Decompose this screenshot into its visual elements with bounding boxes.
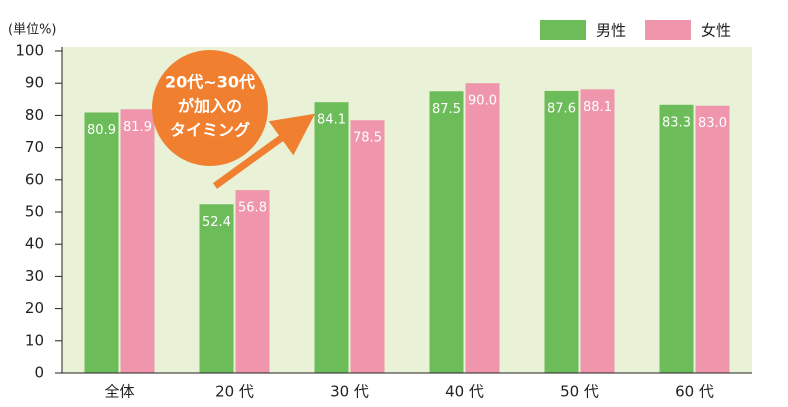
- legend-swatch: [645, 20, 691, 40]
- y-tick-label: 60: [25, 170, 44, 188]
- y-tick-label: 70: [25, 138, 44, 156]
- value-label: 81.9: [123, 120, 152, 135]
- legend-label: 男性: [596, 22, 626, 40]
- value-label: 90.0: [468, 94, 497, 109]
- x-tick-label: 20 代: [215, 383, 254, 401]
- value-label: 88.1: [583, 100, 612, 115]
- bar: [429, 91, 464, 373]
- y-tick-label: 10: [25, 331, 44, 349]
- bar: [580, 89, 615, 374]
- value-label: 52.4: [202, 215, 231, 230]
- value-label: 83.0: [698, 116, 727, 131]
- annotation-text: 20代~30代: [165, 73, 255, 92]
- bar: [350, 120, 385, 373]
- x-tick-label: 50 代: [560, 383, 599, 401]
- annotation-arrow: [212, 113, 316, 189]
- value-label: 87.5: [432, 102, 461, 117]
- bar: [695, 105, 730, 374]
- y-tick-label: 30: [25, 267, 44, 285]
- x-tick-label: 30 代: [330, 383, 369, 401]
- bar: [84, 112, 119, 373]
- y-tick-label: 90: [25, 74, 44, 92]
- annotation-text: が加入の: [178, 97, 242, 116]
- y-tick-label: 0: [34, 364, 44, 382]
- bar: [544, 90, 579, 373]
- x-tick-label: 60 代: [675, 383, 714, 401]
- legend-swatch: [540, 20, 586, 40]
- x-tick-label: 全体: [104, 383, 134, 401]
- bar: [235, 190, 270, 373]
- value-label: 80.9: [87, 123, 116, 138]
- annotation-bubble: [152, 50, 268, 166]
- x-tick-label: 40 代: [445, 383, 484, 401]
- y-tick-label: 50: [25, 203, 44, 221]
- value-label: 83.3: [662, 115, 691, 130]
- bar: [199, 204, 234, 373]
- value-label: 84.1: [317, 113, 346, 128]
- y-tick-label: 40: [25, 235, 44, 253]
- annotation-text: タイミング: [170, 121, 250, 140]
- bar: [659, 104, 694, 374]
- y-tick-label: 80: [25, 106, 44, 124]
- value-label: 56.8: [238, 201, 267, 216]
- value-label: 87.6: [547, 101, 576, 116]
- bar: [465, 83, 500, 373]
- value-label: 78.5: [353, 131, 382, 146]
- legend-label: 女性: [701, 22, 731, 40]
- y-tick-label: 20: [25, 299, 44, 317]
- unit-label: (単位%): [8, 22, 57, 38]
- bar: [120, 109, 155, 374]
- y-tick-label: 100: [15, 42, 44, 60]
- bar: [314, 102, 349, 373]
